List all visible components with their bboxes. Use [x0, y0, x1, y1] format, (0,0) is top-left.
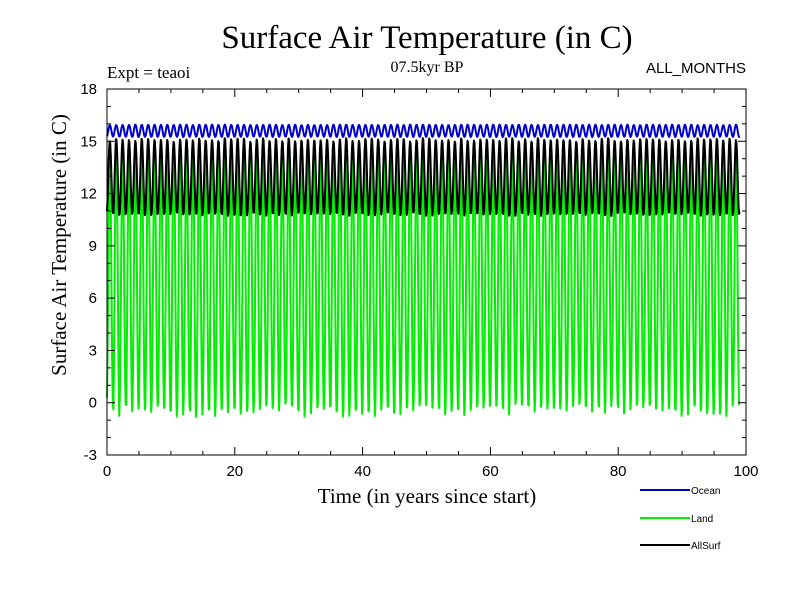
- legend: Ocean Land AllSurf: [640, 486, 721, 552]
- series-line-ocean: [106, 123, 741, 138]
- chart-subtitle: 07.5kyr BP: [391, 59, 464, 76]
- x-tick-label: 60: [482, 463, 499, 480]
- y-axis-label: Surface Air Temperature (in C): [47, 114, 71, 376]
- legend-label-allsurf: AllSurf: [691, 541, 721, 552]
- y-tick-label: 15: [80, 133, 97, 150]
- legend-label-land: Land: [691, 514, 713, 525]
- y-tick-label: -3: [84, 447, 97, 464]
- x-tick-label: 100: [733, 463, 758, 480]
- ticks-layer: [106, 88, 747, 456]
- y-tick-label: 18: [80, 81, 97, 98]
- x-tick-label: 80: [610, 463, 627, 480]
- tick-labels-layer: 0 20 40 60 80 100 -3 0 3 6 9 12 15 18: [80, 81, 758, 480]
- y-tick-label: 0: [89, 395, 97, 412]
- series-layer: [106, 123, 741, 418]
- legend-label-ocean: Ocean: [691, 486, 720, 497]
- y-tick-label: 9: [89, 238, 97, 255]
- months-note: ALL_MONTHS: [646, 60, 746, 77]
- y-tick-label: 6: [89, 290, 97, 307]
- y-tick-label: 3: [89, 342, 97, 359]
- series-line-allsurf: [106, 137, 741, 217]
- x-axis-label: Time (in years since start): [318, 484, 537, 508]
- chart-title: Surface Air Temperature (in C): [221, 20, 632, 56]
- experiment-note: Expt = teaoi: [107, 63, 191, 82]
- x-tick-label: 0: [103, 463, 111, 480]
- y-tick-label: 12: [80, 186, 97, 203]
- x-tick-label: 40: [354, 463, 371, 480]
- x-tick-label: 20: [226, 463, 243, 480]
